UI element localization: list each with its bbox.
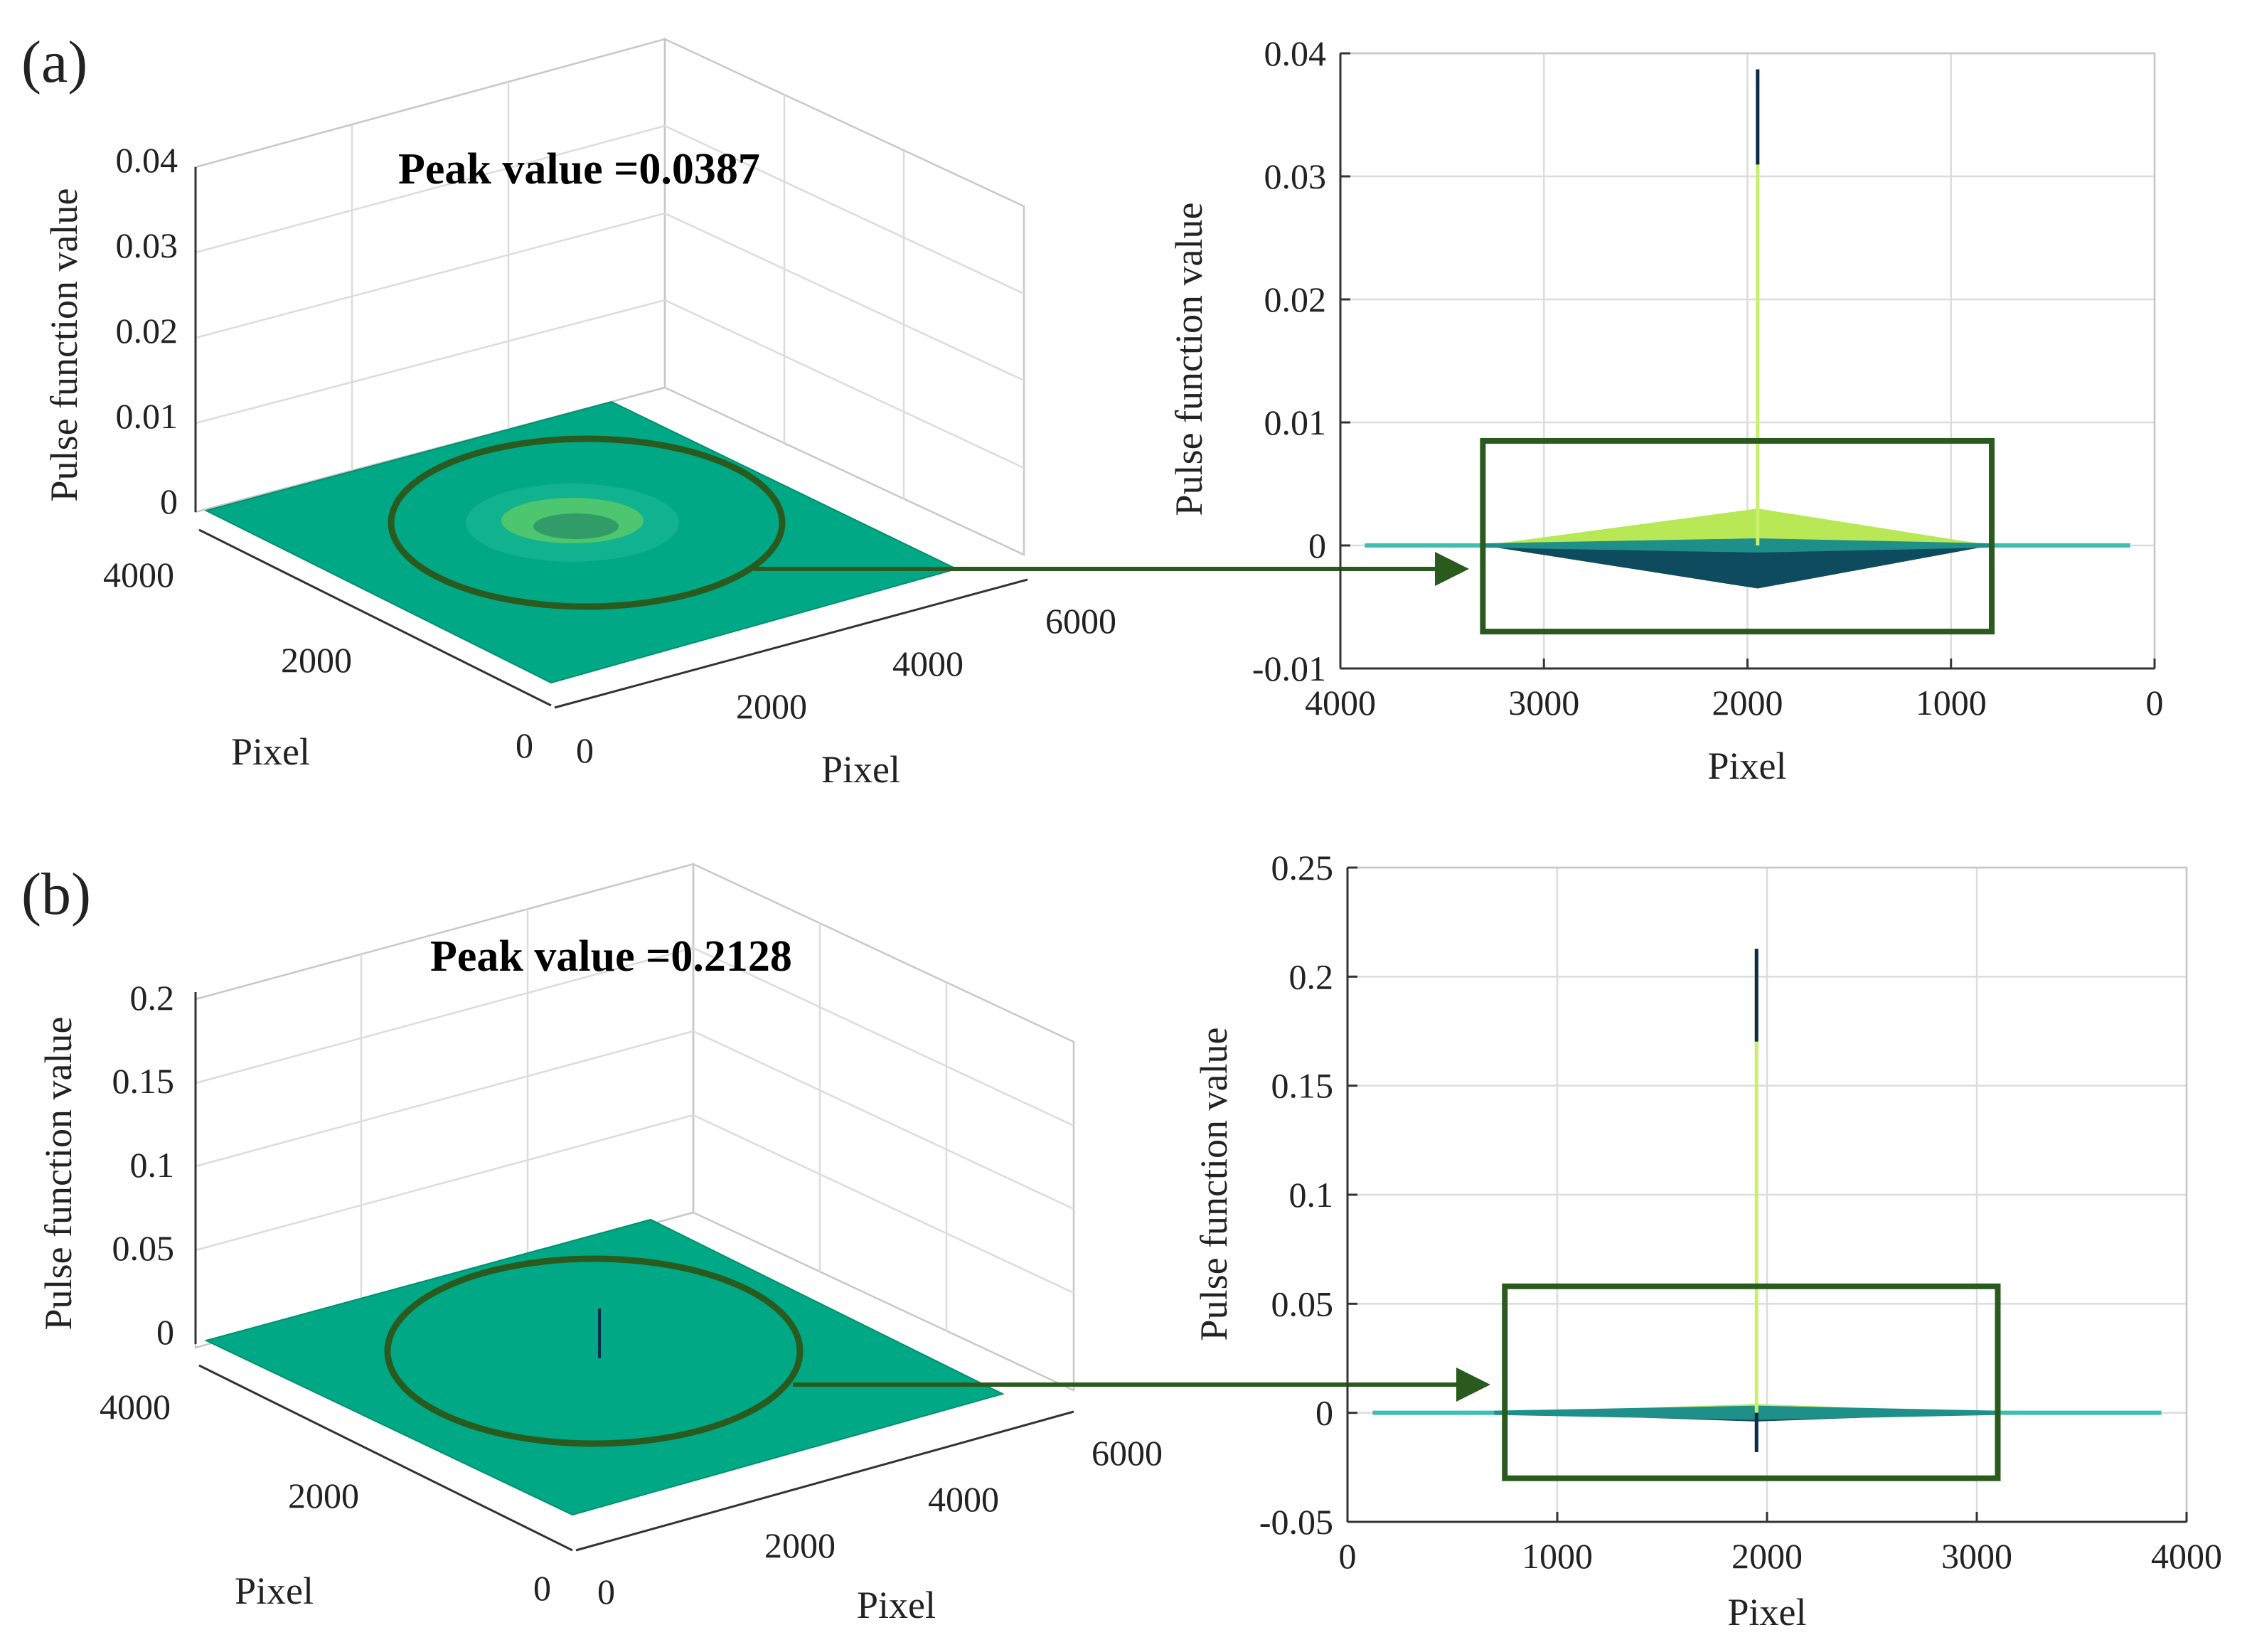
b2d-y-label: Pulse function value xyxy=(1192,1028,1235,1341)
b2d-x-tick: 1000 xyxy=(1522,1536,1593,1576)
b3d-y-tick: 2000 xyxy=(288,1476,359,1515)
a2d-y-label: Pulse function value xyxy=(1168,203,1210,516)
b3d-z-tick: 0 xyxy=(156,1312,174,1352)
b3d-z-ticks: 0 0.05 0.1 0.15 0.2 xyxy=(112,978,175,1352)
b3d-surface xyxy=(204,1218,1005,1516)
b2d-y-ticks: -0.05 0 0.05 0.1 0.15 0.2 0.25 xyxy=(1259,848,1333,1542)
b2d-gridlines xyxy=(1346,866,2188,1523)
a2d-y-tick: 0.01 xyxy=(1264,403,1327,442)
a2d-y-tick: 0.02 xyxy=(1264,279,1327,319)
a2d-x-tick: 3000 xyxy=(1508,683,1579,723)
a3d-y-ticks: 0 2000 4000 xyxy=(103,555,533,765)
a2d-series xyxy=(1339,52,2156,670)
a3d-y-tick: 0 xyxy=(516,725,533,765)
a3d-z-label: Pulse function value xyxy=(43,188,85,502)
a2d-x-ticks: 4000 3000 2000 1000 0 xyxy=(1305,683,2164,723)
b2d-zoom-box xyxy=(1502,1283,2001,1481)
a3d-x-ticks: 0 2000 4000 6000 xyxy=(576,601,1116,770)
a3d-wall-gridlines xyxy=(195,83,1025,499)
a3d-x-tick: 6000 xyxy=(1045,601,1116,641)
b2d-y-tick: 0.2 xyxy=(1289,956,1334,996)
a3d-z-ticks: 0 0.01 0.02 0.03 0.04 xyxy=(116,140,178,521)
a2d-x-label: Pixel xyxy=(1707,745,1786,787)
a2d-x-tick: 1000 xyxy=(1916,683,1987,723)
a3d-x-tick: 0 xyxy=(576,730,594,770)
a3d-x-tick: 2000 xyxy=(736,686,807,726)
b3d-z-tick: 0.2 xyxy=(130,978,175,1018)
a3d-z-tick: 0 xyxy=(160,481,178,521)
b2d-y-tick: 0 xyxy=(1315,1393,1333,1433)
b2d-center-band xyxy=(1494,1405,1998,1420)
b3d-y-tick: 4000 xyxy=(100,1387,171,1427)
a2d-x-tick: 0 xyxy=(2146,683,2164,723)
a3d-highlight-ellipse xyxy=(388,435,786,610)
panel-b-2d-plot: -0.05 0 0.05 0.1 0.15 0.2 0.25 0 1000 20… xyxy=(1192,848,2222,1634)
panel-a-2d-plot: -0.01 0 0.01 0.02 0.03 0.04 4000 3000 20… xyxy=(1168,33,2164,787)
b3d-y-tick: 0 xyxy=(533,1568,551,1608)
panel-a-3d-plot: (a) Peak value =0.0387 0 xyxy=(21,29,1116,791)
b3d-x-tick: 4000 xyxy=(928,1479,999,1519)
a2d-y-tick: 0.04 xyxy=(1264,33,1327,73)
a3d-z-tick: 0.03 xyxy=(116,225,178,265)
a2d-y-tick: -0.01 xyxy=(1252,649,1326,688)
b2d-y-tick: 0.25 xyxy=(1271,848,1334,888)
b3d-wall-gridlines xyxy=(195,909,1074,1331)
a2d-positive-spread xyxy=(1483,508,1992,545)
b3d-y-label: Pixel xyxy=(235,1570,314,1612)
b3d-z-label: Pulse function value xyxy=(37,1017,80,1331)
b2d-y-tick: 0.15 xyxy=(1271,1066,1334,1106)
b3d-x-label: Pixel xyxy=(857,1584,936,1626)
a2d-y-tick: 0 xyxy=(1308,526,1326,565)
a3d-x-tick: 4000 xyxy=(892,644,964,683)
b2d-x-tick: 2000 xyxy=(1731,1536,1803,1576)
a3d-surface-noise xyxy=(466,484,679,562)
a2d-y-tick: 0.03 xyxy=(1264,156,1327,196)
b3d-x-axis xyxy=(575,1410,1074,1552)
b3d-peak-annotation: Peak value =0.2128 xyxy=(430,932,792,981)
b3d-x-tick: 0 xyxy=(597,1572,615,1611)
a3d-z-tick: 0.04 xyxy=(116,140,178,180)
b3d-back-wall-right xyxy=(692,863,1075,1392)
b3d-y-ticks: 0 2000 4000 xyxy=(100,1387,551,1608)
a2d-x-tick: 4000 xyxy=(1305,683,1376,723)
b3d-z-tick: 0.1 xyxy=(130,1145,175,1185)
b2d-y-tick: 0.1 xyxy=(1289,1175,1334,1215)
panel-a-label: (a) xyxy=(21,29,87,95)
a3d-x-axis xyxy=(554,578,1028,709)
b3d-z-tick: 0.15 xyxy=(112,1061,175,1101)
a3d-y-tick: 2000 xyxy=(281,640,352,680)
a2d-y-ticks: -0.01 0 0.01 0.02 0.03 0.04 xyxy=(1252,33,1326,688)
a3d-z-tick: 0.02 xyxy=(116,311,178,351)
b2d-series xyxy=(1346,866,2188,1523)
panel-b-3d-plot: (b) Peak value =0.2128 0 0.05 0.1 0.15 0… xyxy=(21,861,1163,1626)
b3d-highlight-ellipse xyxy=(384,1255,804,1447)
b3d-y-axis xyxy=(198,1364,573,1552)
b3d-x-tick: 2000 xyxy=(764,1525,836,1565)
a2d-negative-spread xyxy=(1483,545,1992,589)
a3d-peak-annotation: Peak value =0.0387 xyxy=(398,145,760,193)
panel-b-label: (b) xyxy=(21,861,91,927)
b3d-x-ticks: 0 2000 4000 6000 xyxy=(597,1433,1163,1611)
a3d-y-axis xyxy=(198,528,552,707)
a2d-x-tick: 2000 xyxy=(1712,683,1783,723)
a3d-z-tick: 0.01 xyxy=(116,396,178,436)
a2d-zoom-box xyxy=(1480,437,1995,635)
a3d-x-label: Pixel xyxy=(821,748,900,791)
a3d-back-wall-right xyxy=(663,38,1025,556)
b3d-z-tick: 0.05 xyxy=(112,1228,175,1268)
b2d-x-tick: 0 xyxy=(1339,1536,1357,1576)
b2d-y-tick: -0.05 xyxy=(1259,1502,1333,1542)
b2d-x-label: Pixel xyxy=(1727,1591,1806,1634)
b2d-y-tick: 0.05 xyxy=(1271,1284,1334,1323)
a3d-y-tick: 4000 xyxy=(103,555,174,595)
b2d-x-tick: 4000 xyxy=(2151,1536,2222,1576)
a3d-y-label: Pixel xyxy=(231,730,310,773)
b2d-x-tick: 3000 xyxy=(1941,1536,2012,1576)
b3d-x-tick: 6000 xyxy=(1092,1433,1163,1473)
a2d-center-band xyxy=(1483,538,1992,553)
b2d-x-ticks: 0 1000 2000 3000 4000 xyxy=(1339,1536,2223,1576)
